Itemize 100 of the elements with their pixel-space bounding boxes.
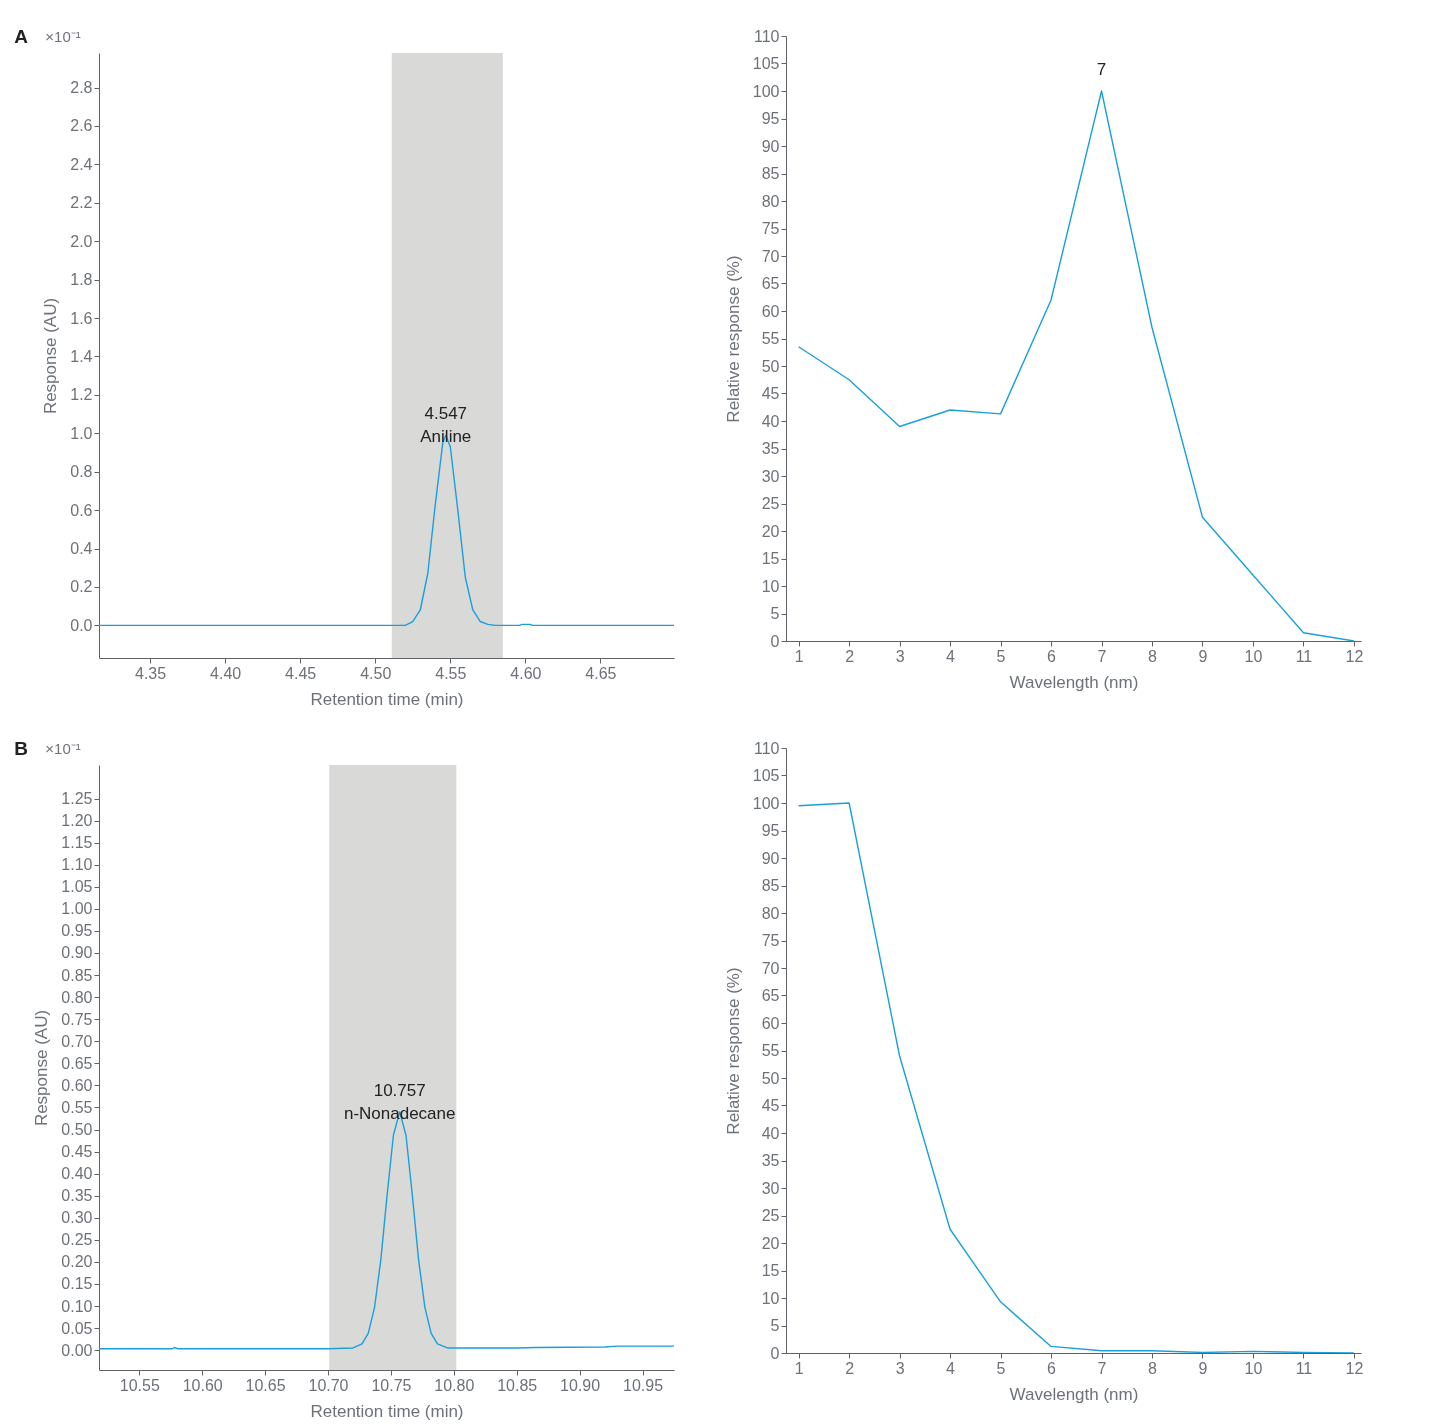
y-tick-label: 35 xyxy=(761,1152,780,1169)
x-tick-label: 8 xyxy=(1148,647,1158,665)
y-tick-label: 100 xyxy=(752,82,780,100)
y-tick-label: 2.8 xyxy=(70,79,93,97)
y-tick-label: 0.2 xyxy=(70,578,93,596)
y-tick-label: 80 xyxy=(761,904,780,922)
line-series xyxy=(797,802,1355,1353)
y-tick-label: 5 xyxy=(770,605,780,622)
y-tick-label: 0.25 xyxy=(61,1231,93,1249)
y-tick-label: 0.40 xyxy=(61,1165,93,1183)
annotation: 10.757 n-Nonadecane xyxy=(343,1080,456,1123)
x-tick-label: 6 xyxy=(1047,1359,1057,1377)
x-tick-label: 11 xyxy=(1295,647,1313,665)
x-tick-label: 10.90 xyxy=(560,1376,601,1394)
y-tick-label: 55 xyxy=(761,330,780,347)
y-tick-label: 35 xyxy=(761,440,780,457)
y-tick-label: 50 xyxy=(761,357,780,375)
y-tick-label: 70 xyxy=(761,247,780,265)
y-tick-label: 110 xyxy=(753,27,780,45)
y-tick-label: 90 xyxy=(761,849,780,867)
x-tick-label: 10.60 xyxy=(182,1376,223,1394)
y-axis-title: Relative response (%) xyxy=(723,967,743,1135)
y-tick-label: 0.05 xyxy=(61,1319,93,1337)
annotation: 7 xyxy=(1096,60,1107,79)
y-tick-label: 40 xyxy=(761,1124,780,1142)
y-tick-label: 0.90 xyxy=(61,944,93,962)
y-tick-label: 10 xyxy=(761,577,780,595)
x-tick-label: 10 xyxy=(1244,647,1263,665)
y-tick-label: 0 xyxy=(770,632,780,650)
x-tick-label: 8 xyxy=(1148,1359,1158,1377)
x-tick-label: 10.95 xyxy=(623,1376,664,1394)
y-tick-label: 20 xyxy=(761,522,780,540)
y-tick-label: 0.10 xyxy=(61,1297,93,1315)
text: ×10⁻¹ xyxy=(45,28,81,45)
text: ×10⁻¹ xyxy=(45,740,81,757)
y-tick-label: 70 xyxy=(761,959,780,977)
y-tick-label: 80 xyxy=(761,192,780,210)
y-tick-label: 105 xyxy=(752,55,780,72)
y-tick-label: 75 xyxy=(761,932,780,949)
y-tick-label: 85 xyxy=(761,165,780,182)
x-tick-label: 2 xyxy=(845,1359,855,1377)
y-tick-label: 1.00 xyxy=(61,900,93,918)
y-tick-label: 25 xyxy=(761,1207,780,1224)
y-tick-label: 15 xyxy=(761,550,780,567)
y-tick-label: 30 xyxy=(761,1179,780,1197)
y-tick-label: 60 xyxy=(761,1014,780,1032)
y-tick-label: 50 xyxy=(761,1069,780,1087)
x-tick-label: 7 xyxy=(1097,1359,1107,1377)
y-tick-label: 1.20 xyxy=(61,812,93,830)
x-tick-label: 5 xyxy=(996,1359,1006,1377)
y-tick-label: 0.55 xyxy=(61,1098,93,1116)
y-tick-label: 0.80 xyxy=(61,988,93,1006)
line-series xyxy=(797,90,1355,641)
y-tick-label: 0.60 xyxy=(61,1076,93,1094)
y-axis-title: Response (AU) xyxy=(32,1009,52,1127)
y-tick-label: 0.0 xyxy=(70,616,93,634)
x-tick-label: 10.75 xyxy=(371,1376,412,1394)
y-tick-label: 0.8 xyxy=(70,463,93,481)
y-tick-label: 2.0 xyxy=(70,232,93,250)
annotation: 4.547 Aniline xyxy=(420,404,472,447)
y-tick-label: 95 xyxy=(761,822,780,839)
y-tick-label: 45 xyxy=(761,385,780,402)
x-tick-label: 4.55 xyxy=(435,664,467,682)
x-tick-label: 6 xyxy=(1047,647,1057,665)
x-tick-label: 4.50 xyxy=(360,664,392,682)
y-tick-label: 1.4 xyxy=(70,347,93,365)
x-tick-label: 4 xyxy=(946,1359,956,1377)
y-tick-label: 65 xyxy=(761,987,780,1004)
y-tick-label: 1.0 xyxy=(70,424,93,442)
y-tick-label: 1.6 xyxy=(70,309,93,327)
y-tick-label: 0.00 xyxy=(61,1341,93,1359)
y-tick-label: 105 xyxy=(752,767,780,784)
x-tick-label: 12 xyxy=(1345,647,1364,665)
y-tick-label: 85 xyxy=(761,877,780,894)
x-tick-label: 10 xyxy=(1244,1359,1263,1377)
y-tick-label: 1.10 xyxy=(61,856,93,874)
y-tick-label: 30 xyxy=(761,467,780,485)
y-tick-label: 0.70 xyxy=(61,1032,93,1050)
x-tick-label: 7 xyxy=(1097,647,1107,665)
y-tick-label: 75 xyxy=(761,220,780,237)
y-tick-label: 25 xyxy=(761,495,780,512)
y-tick-label: 1.15 xyxy=(61,834,93,852)
x-tick-label: 4 xyxy=(946,647,956,665)
x-tick-label: 1 xyxy=(794,1359,804,1377)
y-tick-label: 45 xyxy=(761,1097,780,1114)
x-tick-label: 10.65 xyxy=(245,1376,286,1394)
text: A xyxy=(14,26,29,47)
x-axis-title: Retention time (min) xyxy=(310,1401,464,1421)
y-tick-label: 1.05 xyxy=(61,878,93,896)
y-tick-label: 2.6 xyxy=(70,117,93,135)
y-axis-title: Response (AU) xyxy=(41,297,61,415)
x-tick-label: 3 xyxy=(895,647,905,665)
y-tick-label: 0.95 xyxy=(61,922,93,940)
y-tick-label: 0.75 xyxy=(61,1010,93,1028)
y-tick-label: 2.4 xyxy=(70,155,93,173)
x-tick-label: 10.85 xyxy=(497,1376,538,1394)
y-tick-label: 0.50 xyxy=(61,1121,93,1138)
y-tick-label: 2.2 xyxy=(70,194,93,212)
y-tick-label: 55 xyxy=(761,1042,780,1059)
x-tick-label: 5 xyxy=(996,647,1006,665)
